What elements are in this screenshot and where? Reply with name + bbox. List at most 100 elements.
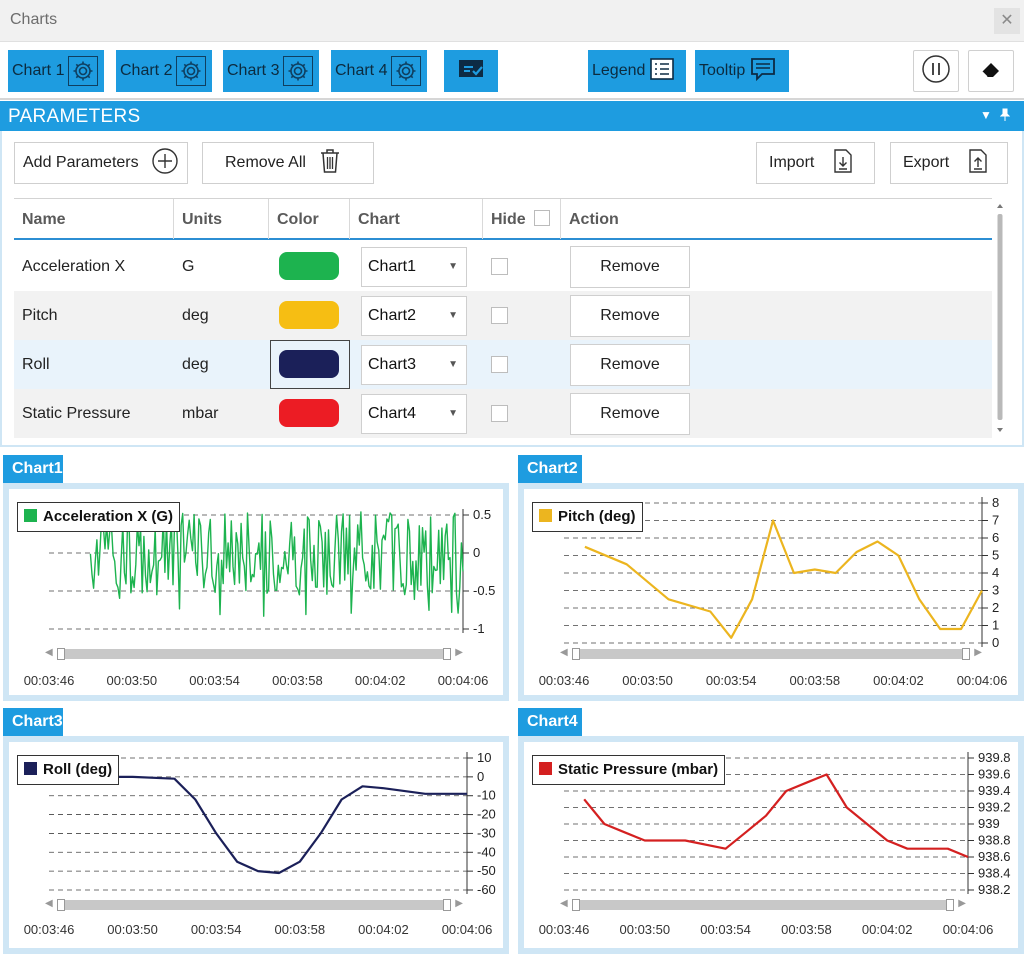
chart-2-button[interactable]: Chart 2 xyxy=(116,50,212,92)
x-tick-label: 00:03:54 xyxy=(705,673,757,688)
pin-icon[interactable] xyxy=(999,108,1011,125)
scroll-right-icon[interactable]: ▶ xyxy=(455,898,463,909)
table-row[interactable]: Acceleration X G Chart1 ▼ Remove xyxy=(14,242,992,291)
scroll-track[interactable] xyxy=(572,900,954,910)
legend-icon xyxy=(649,57,675,86)
chart2-tab[interactable]: Chart2 xyxy=(518,455,582,483)
y-tick-label: 5 xyxy=(992,548,999,563)
scroll-right-icon[interactable]: ▶ xyxy=(455,647,463,658)
column-name[interactable]: Name xyxy=(14,199,174,239)
import-icon xyxy=(832,148,854,179)
column-action[interactable]: Action xyxy=(569,211,619,228)
table-scrollbar[interactable] xyxy=(994,200,1006,436)
chart-select[interactable]: Chart3 ▼ xyxy=(361,345,467,385)
chart1-hscroll[interactable]: ◀ ▶ xyxy=(45,647,463,661)
hide-all-checkbox[interactable] xyxy=(534,210,551,226)
gear-icon[interactable] xyxy=(68,56,99,86)
x-tick-label: 00:03:46 xyxy=(23,922,75,937)
remove-button[interactable]: Remove xyxy=(570,295,690,337)
x-tick-label: 00:03:58 xyxy=(272,673,323,688)
hide-checkbox[interactable] xyxy=(491,307,508,324)
hide-checkbox[interactable] xyxy=(491,356,508,373)
x-tick-label: 00:03:46 xyxy=(538,922,590,937)
chart-4-button[interactable]: Chart 4 xyxy=(331,50,427,92)
chart4-hscroll[interactable]: ◀ ▶ xyxy=(560,898,966,912)
y-tick-label: 7 xyxy=(992,513,999,528)
column-hide[interactable]: Hide xyxy=(483,199,561,239)
scroll-left-icon[interactable]: ◀ xyxy=(560,898,568,909)
remove-button[interactable]: Remove xyxy=(570,344,690,386)
y-tick-label: 10 xyxy=(477,750,491,765)
tooltip-button[interactable]: Tooltip xyxy=(695,50,789,92)
import-button[interactable]: Import xyxy=(756,142,875,184)
legend-button[interactable]: Legend xyxy=(588,50,686,92)
y-tick-label: 0 xyxy=(477,769,484,784)
gear-icon[interactable] xyxy=(391,56,422,86)
chart2-hscroll[interactable]: ◀ ▶ xyxy=(560,647,982,661)
chart4-tab[interactable]: Chart4 xyxy=(518,708,582,736)
chart-1-button[interactable]: Chart 1 xyxy=(8,50,104,92)
hide-checkbox[interactable] xyxy=(491,258,508,275)
gear-icon[interactable] xyxy=(176,56,207,86)
column-units[interactable]: Units xyxy=(174,199,269,239)
chart3-plot[interactable]: 10 0 -10 -20 -30 -40 -50 -60 xyxy=(9,742,503,948)
chart-select[interactable]: Chart2 ▼ xyxy=(361,296,467,336)
scroll-left-icon[interactable]: ◀ xyxy=(560,647,568,658)
y-tick-label: -20 xyxy=(477,807,496,822)
scroll-right-icon[interactable]: ▶ xyxy=(974,647,982,658)
y-tick-label: -10 xyxy=(477,788,496,803)
scroll-left-icon[interactable]: ◀ xyxy=(45,647,53,658)
export-button[interactable]: Export xyxy=(890,142,1008,184)
scroll-thumb-left[interactable] xyxy=(572,899,580,911)
chart-select[interactable]: Chart1 ▼ xyxy=(361,247,467,287)
color-swatch[interactable] xyxy=(279,252,339,280)
chart3-hscroll[interactable]: ◀ ▶ xyxy=(45,898,463,912)
chart2-plot[interactable]: 8 7 6 5 4 3 2 1 0 xyxy=(524,489,1018,695)
checklist-icon xyxy=(457,57,485,86)
color-swatch[interactable] xyxy=(279,350,339,378)
scroll-thumb-left[interactable] xyxy=(572,648,580,660)
color-swatch[interactable] xyxy=(279,399,339,427)
scroll-right-icon[interactable]: ▶ xyxy=(958,898,966,909)
dropdown-arrow-icon: ▼ xyxy=(448,310,458,321)
table-row[interactable]: Pitch deg Chart2 ▼ Remove xyxy=(14,291,992,340)
scroll-thumb-right[interactable] xyxy=(962,648,970,660)
chart1-plot[interactable]: 0.5 0 -0.5 -1 xyxy=(9,489,503,695)
scroll-thumb-right[interactable] xyxy=(443,648,451,660)
clear-button[interactable] xyxy=(968,50,1014,92)
chart-select-value: Chart4 xyxy=(368,405,417,422)
chart-select[interactable]: Chart4 ▼ xyxy=(361,394,467,434)
scroll-track[interactable] xyxy=(57,649,451,659)
chart-1-label: Chart 1 xyxy=(12,62,65,79)
remove-all-button[interactable]: Remove All xyxy=(202,142,374,184)
scroll-thumb-left[interactable] xyxy=(57,648,65,660)
scroll-thumb-right[interactable] xyxy=(443,899,451,911)
select-charts-button[interactable] xyxy=(444,50,498,92)
hide-checkbox[interactable] xyxy=(491,405,508,422)
pause-button[interactable] xyxy=(913,50,959,92)
x-tick-label: 00:04:06 xyxy=(942,922,994,937)
column-color[interactable]: Color xyxy=(269,199,350,239)
table-row[interactable]: Static Pressure mbar Chart4 ▼ Remove xyxy=(14,389,992,438)
close-button[interactable]: ✕ xyxy=(994,8,1020,34)
scroll-track[interactable] xyxy=(57,900,451,910)
table-row-selected[interactable]: Roll deg Chart3 ▼ Remove xyxy=(14,340,992,389)
export-label: Export xyxy=(903,154,950,171)
scroll-thumb-right[interactable] xyxy=(946,899,954,911)
remove-button[interactable]: Remove xyxy=(570,393,690,435)
y-tick-label: 939 xyxy=(978,816,1000,831)
gear-icon[interactable] xyxy=(283,56,314,86)
chart3-tab[interactable]: Chart3 xyxy=(3,708,63,736)
remove-button[interactable]: Remove xyxy=(570,246,690,288)
scroll-left-icon[interactable]: ◀ xyxy=(45,898,53,909)
column-chart[interactable]: Chart xyxy=(350,199,483,239)
x-tick-label: 00:03:50 xyxy=(106,673,158,688)
add-parameters-button[interactable]: Add Parameters xyxy=(14,142,188,184)
scroll-track[interactable] xyxy=(572,649,970,659)
chart1-tab[interactable]: Chart1 xyxy=(3,455,63,483)
color-swatch[interactable] xyxy=(279,301,339,329)
dropdown-arrow-icon[interactable]: ▼ xyxy=(980,108,992,122)
scroll-thumb-left[interactable] xyxy=(57,899,65,911)
chart-3-button[interactable]: Chart 3 xyxy=(223,50,319,92)
